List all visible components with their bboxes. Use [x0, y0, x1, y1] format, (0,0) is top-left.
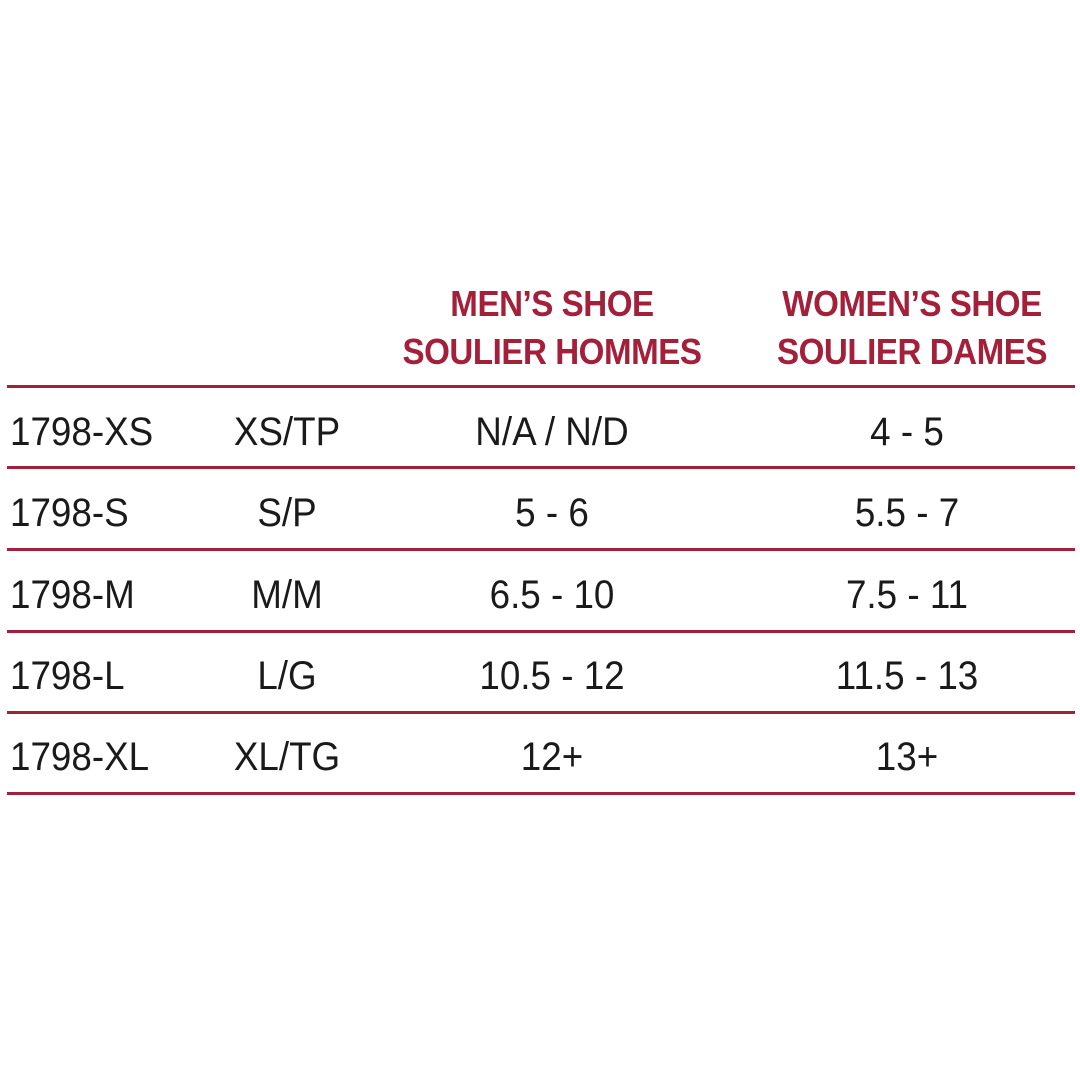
womens-size-cell: 13+ [875, 735, 939, 779]
size-cell: XS/TP [233, 410, 341, 454]
table-row: 1798-S S/P 5 - 6 5.5 - 7 [7, 471, 1075, 549]
row-divider [7, 548, 1075, 551]
sku-cell: 1798-S [10, 491, 129, 535]
mens-size-cell: 10.5 - 12 [479, 654, 625, 698]
mens-size-cell: 6.5 - 10 [489, 573, 615, 617]
womens-size-cell: 5.5 - 7 [854, 491, 960, 535]
table-header: MEN’S SHOE SOULIER HOMMES WOMEN’S SHOE S… [7, 280, 1075, 385]
womens-size-cell: 11.5 - 13 [835, 654, 979, 698]
sku-cell: 1798-L [10, 654, 125, 698]
mens-size-cell: 5 - 6 [515, 491, 589, 535]
row-divider [7, 630, 1075, 633]
size-cell: M/M [251, 573, 323, 617]
mens-size-cell: 12+ [520, 735, 584, 779]
sku-cell: 1798-XS [10, 410, 154, 454]
size-cell: S/P [257, 491, 317, 535]
mens-shoe-header-fr: SOULIER HOMMES [402, 331, 702, 372]
mens-shoe-header-en: MEN’S SHOE [450, 283, 654, 324]
womens-shoe-header-en: WOMEN’S SHOE [782, 283, 1042, 324]
womens-shoe-header-fr: SOULIER DAMES [776, 331, 1048, 372]
sku-cell: 1798-XL [10, 735, 150, 779]
size-cell: L/G [257, 654, 317, 698]
womens-shoe-header: WOMEN’S SHOE SOULIER DAMES [742, 280, 1080, 376]
header-divider [7, 385, 1075, 388]
mens-shoe-header: MEN’S SHOE SOULIER HOMMES [382, 280, 722, 376]
womens-size-cell: 4 - 5 [870, 410, 944, 454]
table-row: 1798-M M/M 6.5 - 10 7.5 - 11 [7, 553, 1075, 631]
table-row: 1798-XS XS/TP N/A / N/D 4 - 5 [7, 390, 1075, 468]
table-row: 1798-XL XL/TG 12+ 13+ [7, 715, 1075, 793]
row-divider [7, 711, 1075, 714]
table-bottom-border [7, 792, 1075, 795]
sku-cell: 1798-M [10, 573, 135, 617]
womens-size-cell: 7.5 - 11 [845, 573, 969, 617]
row-divider [7, 466, 1075, 469]
table-row: 1798-L L/G 10.5 - 12 11.5 - 13 [7, 634, 1075, 712]
size-cell: XL/TG [233, 735, 341, 779]
mens-size-cell: N/A / N/D [475, 410, 629, 454]
